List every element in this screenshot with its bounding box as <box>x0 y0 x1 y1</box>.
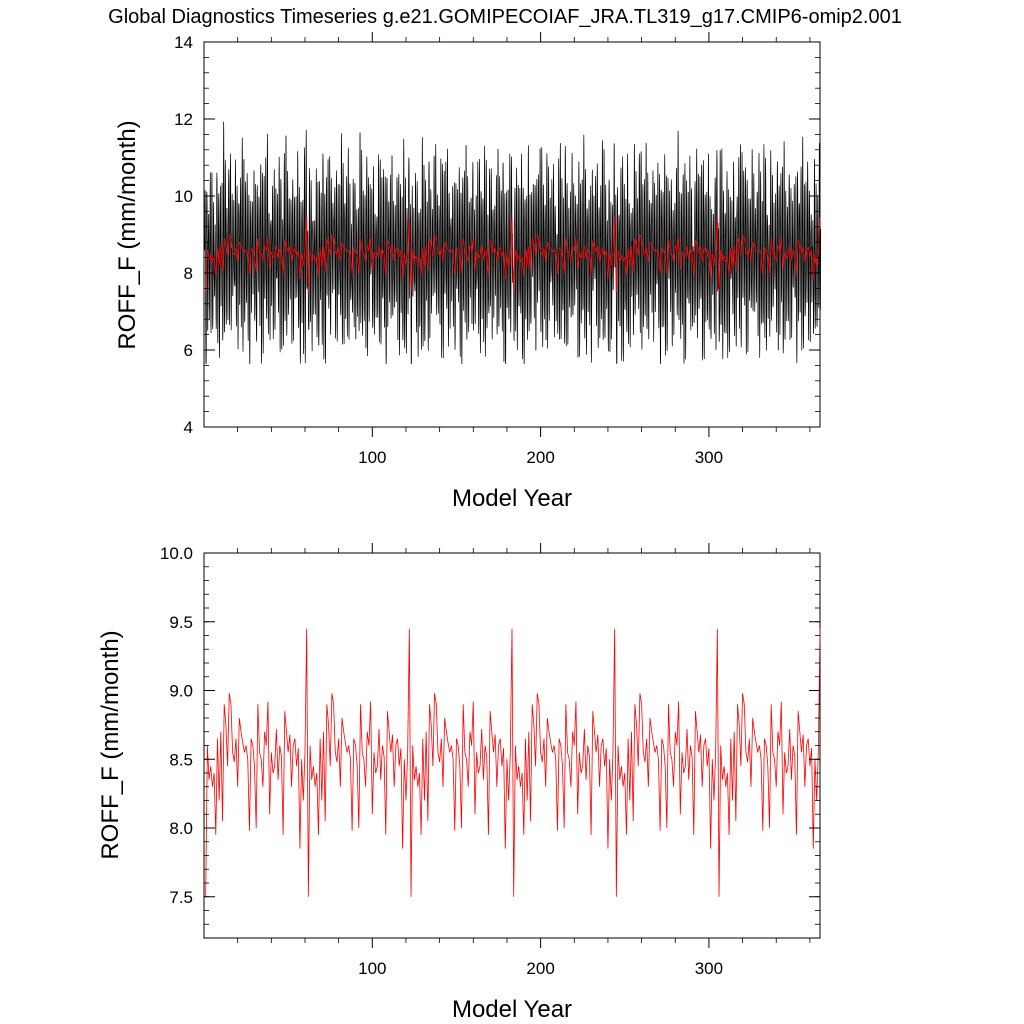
y-tick-label: 14 <box>174 33 193 52</box>
y-tick-label: 7.5 <box>169 888 193 907</box>
bottom-chart: 7.5 8.0 8.5 9.0 9.5 10.0 100 200 300 Model Year… <box>97 543 821 1023</box>
annual-series-line <box>205 217 821 293</box>
y-tick-label: 4 <box>184 418 193 437</box>
x-tick-label: 200 <box>526 448 554 467</box>
top-x-tick-labels: 100 200 300 <box>358 448 723 467</box>
x-tick-label: 200 <box>526 959 554 978</box>
bottom-x-axis-label: Model Year <box>452 996 572 1023</box>
y-tick-label: 10 <box>174 187 193 206</box>
bottom-ticks <box>204 543 820 948</box>
y-tick-label: 8 <box>184 264 193 283</box>
y-tick-label: 6 <box>184 341 193 360</box>
annual-series-line <box>205 628 821 897</box>
y-tick-label: 8.0 <box>169 819 193 838</box>
figure-title: Global Diagnostics Timeseries g.e21.GOMI… <box>108 6 902 28</box>
x-tick-label: 100 <box>358 959 386 978</box>
x-tick-label: 300 <box>695 959 723 978</box>
bottom-x-tick-labels: 100 200 300 <box>358 959 723 978</box>
y-tick-label: 9.0 <box>169 682 193 701</box>
x-tick-label: 100 <box>358 448 386 467</box>
top-y-tick-labels: 4 6 8 10 12 14 <box>174 33 193 437</box>
bottom-y-tick-labels: 7.5 8.0 8.5 9.0 9.5 10.0 <box>160 544 193 907</box>
y-tick-label: 12 <box>174 110 193 129</box>
bottom-series-annual <box>205 628 821 897</box>
top-y-axis-label: ROFF_F (mm/month) <box>114 120 141 349</box>
y-tick-label: 8.5 <box>169 750 193 769</box>
y-tick-label: 9.5 <box>169 613 193 632</box>
x-tick-label: 300 <box>695 448 723 467</box>
top-x-axis-label: Model Year <box>452 485 572 512</box>
top-chart: 4 6 8 10 12 14 100 200 300 Model Year ROFF_F (m… <box>114 32 822 512</box>
top-series-annual <box>205 217 821 293</box>
bottom-y-axis-label: ROFF_F (mm/month) <box>97 630 124 859</box>
bottom-plot-frame <box>203 552 821 939</box>
top-ticks <box>204 32 820 437</box>
y-tick-label: 10.0 <box>160 544 193 563</box>
